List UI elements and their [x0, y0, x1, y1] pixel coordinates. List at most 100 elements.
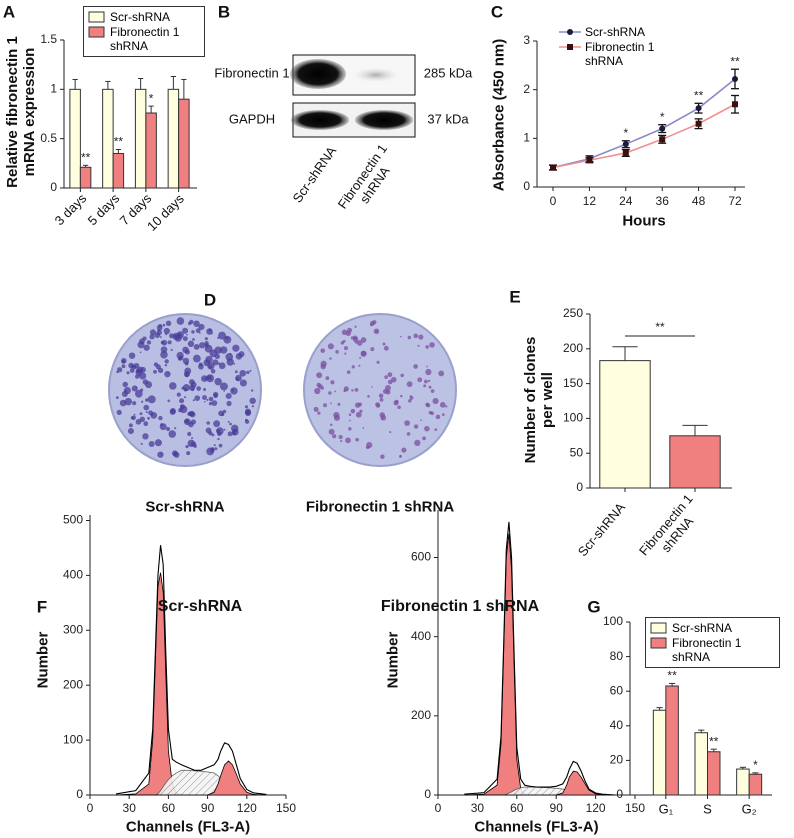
colony	[424, 425, 430, 432]
x-tick-label: 36	[656, 194, 670, 208]
legend-label: Scr-shRNA	[672, 621, 733, 635]
colony	[380, 454, 385, 459]
y-tick-label: 300	[63, 622, 83, 636]
error-bar	[656, 707, 663, 711]
bar	[69, 88, 81, 189]
colony	[139, 412, 143, 416]
colony	[425, 368, 432, 376]
legend-label: Fibronectin 1 shRNA	[110, 25, 180, 53]
colony	[159, 336, 162, 338]
colony	[359, 356, 362, 359]
colony	[214, 447, 218, 451]
colony	[164, 370, 171, 378]
colony	[232, 429, 236, 433]
error-bar	[72, 78, 78, 90]
colony	[400, 373, 404, 378]
colony	[167, 399, 171, 403]
colony	[244, 405, 249, 409]
marker	[695, 105, 702, 112]
annotation: **	[709, 734, 719, 748]
x-tick-label: 30	[123, 801, 137, 815]
legend-marker	[88, 26, 105, 38]
colony	[383, 345, 389, 351]
colony	[350, 336, 355, 340]
error-bar	[170, 76, 177, 90]
x-tick-label: 120	[586, 801, 606, 815]
colony	[354, 387, 359, 392]
colony	[413, 333, 419, 339]
colony	[439, 402, 446, 408]
colony	[223, 390, 226, 392]
colony	[355, 437, 359, 442]
colony	[179, 398, 185, 404]
colony	[134, 389, 143, 398]
colony	[394, 399, 399, 404]
colony	[314, 387, 321, 395]
y-tick-label: 200	[63, 677, 83, 691]
colony	[225, 336, 229, 340]
colony	[191, 437, 194, 440]
colony	[171, 450, 178, 457]
colony	[397, 405, 401, 410]
colony	[211, 433, 215, 437]
colony	[122, 381, 129, 388]
colony	[218, 410, 224, 417]
colony	[212, 391, 219, 398]
colony	[208, 396, 214, 402]
error-bar	[752, 772, 759, 775]
blot-size: 37 kDa	[427, 111, 469, 127]
colony	[219, 382, 228, 391]
colony	[186, 451, 191, 456]
colony	[359, 409, 363, 413]
error-bar	[115, 149, 121, 154]
colony	[417, 377, 423, 383]
bar	[134, 88, 147, 189]
colony	[206, 398, 209, 401]
colony	[399, 454, 402, 458]
envelope-line	[116, 545, 267, 795]
colony	[206, 421, 210, 425]
colony	[348, 413, 352, 416]
marker	[622, 141, 629, 148]
legend-marker	[567, 44, 573, 50]
colony	[378, 393, 384, 399]
colony	[229, 422, 232, 426]
colony	[192, 399, 195, 402]
legend: Scr-shRNA Fibronectin 1 shRNA	[645, 617, 780, 668]
colony	[429, 342, 435, 348]
legend-swatch	[559, 44, 581, 50]
colony	[132, 401, 137, 406]
colony	[184, 361, 189, 366]
colony	[332, 434, 337, 439]
colony	[127, 427, 135, 435]
x-tick-label: 150	[276, 801, 296, 815]
colony	[204, 341, 209, 346]
colony	[202, 395, 207, 400]
error-bar	[105, 80, 111, 90]
colony	[344, 352, 347, 355]
colony	[192, 338, 195, 341]
colony	[145, 411, 148, 414]
marker	[732, 75, 738, 82]
colony	[233, 362, 236, 365]
colony	[176, 331, 184, 339]
bar	[145, 112, 157, 189]
colony	[143, 421, 149, 427]
legend-entry: Scr-shRNA	[650, 621, 775, 635]
colony	[169, 382, 177, 390]
colony	[330, 423, 333, 427]
colony	[425, 402, 430, 407]
colony	[143, 344, 150, 351]
colony	[343, 389, 347, 393]
colony	[316, 382, 321, 388]
colony	[198, 362, 203, 367]
colony	[116, 409, 122, 415]
colony	[329, 357, 332, 360]
colony	[401, 447, 407, 453]
error-bar	[181, 78, 187, 100]
colony	[367, 395, 370, 398]
colony	[371, 386, 373, 388]
colony	[153, 369, 157, 374]
colony	[160, 340, 165, 345]
